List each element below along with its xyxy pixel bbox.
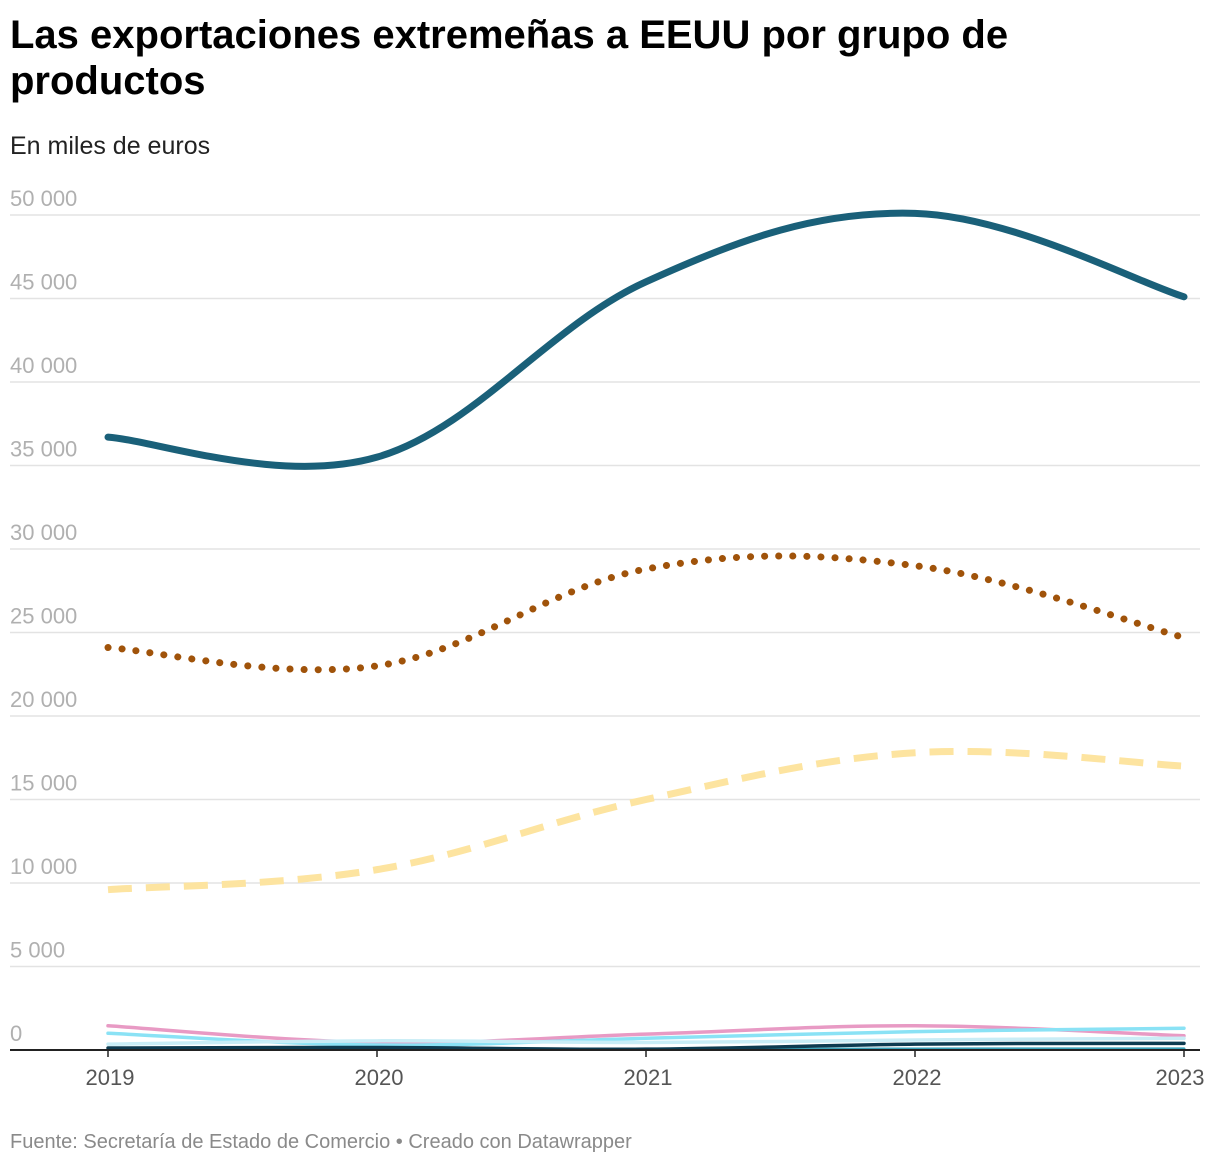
series-line-2 bbox=[104, 552, 1188, 674]
y-axis-ticks: 0 5 000 10 000 15 000 20 000 25 000 30 000 35 0… bbox=[10, 186, 77, 1046]
x-tick-label: 2021 bbox=[624, 1065, 673, 1090]
x-tick-label: 2023 bbox=[1156, 1065, 1205, 1090]
series-line-6 bbox=[106, 1036, 1186, 1046]
source-text: Secretaría de Estado de Comercio bbox=[83, 1131, 391, 1153]
chart-title: Las exportaciones extremeñas a EEUU por … bbox=[10, 13, 1009, 103]
series-lines bbox=[104, 209, 1188, 1052]
y-tick-label: 25 000 bbox=[10, 604, 77, 629]
source-label: Fuente: bbox=[10, 1131, 78, 1153]
y-tick-label: 20 000 bbox=[10, 687, 77, 712]
y-tick-label: 0 bbox=[10, 1021, 22, 1046]
y-tick-label: 15 000 bbox=[10, 771, 77, 796]
y-tick-label: 40 000 bbox=[10, 353, 77, 378]
y-tick-label: 30 000 bbox=[10, 520, 77, 545]
y-tick-label: 5 000 bbox=[10, 938, 65, 963]
footer-separator: • bbox=[395, 1131, 403, 1153]
credit-text: Creado con Datawrapper bbox=[408, 1131, 632, 1153]
series-line-3 bbox=[107, 747, 1185, 894]
series-line-1 bbox=[104, 209, 1188, 470]
line-chart: 0 5 000 10 000 15 000 20 000 25 000 30 000 35 0… bbox=[10, 186, 1205, 1090]
gridlines bbox=[10, 214, 1200, 968]
y-tick-label: 50 000 bbox=[10, 186, 77, 211]
series-line-4 bbox=[106, 1024, 1186, 1045]
y-tick-label: 45 000 bbox=[10, 270, 77, 295]
y-tick-label: 10 000 bbox=[10, 854, 77, 879]
x-tick-label: 2019 bbox=[86, 1065, 135, 1090]
x-tick-label: 2020 bbox=[355, 1065, 404, 1090]
y-tick-label: 35 000 bbox=[10, 437, 77, 462]
footer: Fuente: Secretaría de Estado de Comercio… bbox=[10, 1129, 632, 1155]
chart-subtitle: En miles de euros bbox=[10, 132, 211, 160]
x-axis-ticks: 2019 2020 2021 2022 2023 bbox=[86, 1050, 1205, 1090]
x-tick-label: 2022 bbox=[893, 1065, 942, 1090]
